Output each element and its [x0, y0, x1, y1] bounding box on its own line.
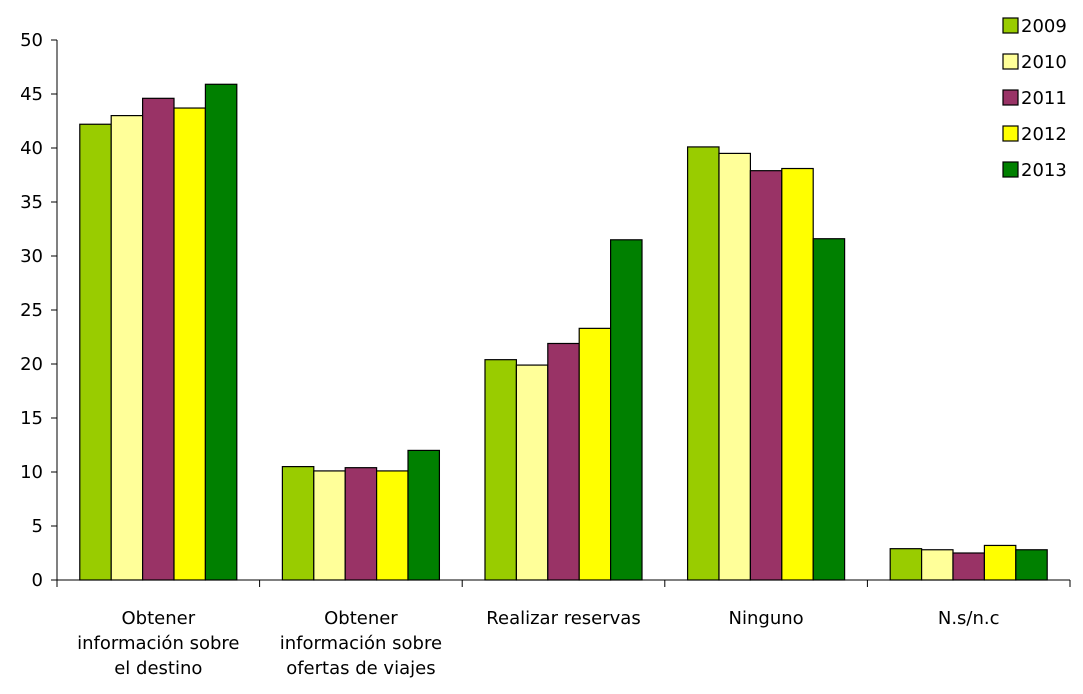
- x-tick-label-line: Ninguno: [729, 608, 804, 629]
- x-tick-label: N.s/n.c: [938, 608, 1000, 629]
- x-tick-label: Obtener información sobre ofertas de viaje…: [280, 608, 442, 679]
- bar-2009-cat-4: [889, 548, 923, 581]
- bar-2010-cat-3: [718, 152, 751, 581]
- y-tick-label: 50: [20, 30, 43, 51]
- legend-swatch-2013: [1002, 161, 1019, 178]
- x-tick-label-line: información sobre: [280, 633, 442, 654]
- x-tick-label: Ninguno: [729, 608, 804, 629]
- bar-2011-cat-1: [344, 467, 378, 581]
- x-tick-label-line: información sobre: [77, 633, 239, 654]
- y-tick-label: 15: [20, 408, 43, 429]
- legend-label-2013: 2013: [1021, 160, 1067, 181]
- x-tick-label-line: Obtener: [121, 608, 195, 629]
- x-tick-label-line: ofertas de viajes: [286, 658, 435, 679]
- bar-2011-cat-3: [749, 170, 783, 581]
- bar-2009-cat-3: [686, 146, 720, 581]
- bar-2009-cat-2: [484, 359, 517, 581]
- x-tick-label: Obtener información sobre el destino: [77, 608, 239, 679]
- legend-label-2011: 2011: [1021, 88, 1067, 109]
- y-tick-label: 20: [20, 354, 43, 375]
- bar-2011-cat-0: [141, 97, 175, 581]
- bar-2012-cat-4: [983, 544, 1017, 581]
- x-tick-label-line: Obtener: [324, 608, 398, 629]
- y-tick-label: 10: [20, 462, 43, 483]
- bar-2010-cat-0: [110, 114, 144, 581]
- y-tick-label: 25: [20, 300, 43, 321]
- legend-swatch-2012: [1002, 125, 1019, 142]
- x-tick-labels: Obtener información sobre el destinoObtene…: [77, 608, 999, 679]
- legend-label-2009: 2009: [1021, 16, 1067, 37]
- y-tick-label: 0: [32, 570, 43, 591]
- bar-2009-cat-0: [79, 123, 112, 581]
- bar-2013-cat-2: [610, 239, 643, 581]
- legend-swatch-2009: [1002, 17, 1019, 34]
- y-tick-label: 5: [32, 516, 43, 537]
- bar-2011-cat-2: [547, 342, 580, 581]
- legend-label-2012: 2012: [1021, 124, 1067, 145]
- bars: [79, 83, 1048, 581]
- bar-2012-cat-1: [376, 470, 409, 581]
- x-tick-label-line: Realizar reservas: [486, 608, 640, 629]
- bar-2012-cat-2: [578, 327, 612, 581]
- y-tick-label: 30: [20, 246, 43, 267]
- bar-2012-cat-3: [781, 167, 814, 581]
- y-tick-label: 45: [20, 84, 43, 105]
- bar-2012-cat-0: [173, 107, 207, 581]
- legend-swatch-2011: [1002, 89, 1019, 106]
- y-tick-label: 35: [20, 192, 43, 213]
- legend-label-2010: 2010: [1021, 52, 1067, 73]
- bar-2013-cat-1: [407, 449, 441, 581]
- bar-2010-cat-2: [515, 364, 549, 581]
- bar-2013-cat-3: [812, 238, 846, 581]
- bar-2010-cat-1: [313, 470, 346, 581]
- x-tick-label-line: el destino: [114, 658, 202, 679]
- legend-swatch-2010: [1002, 53, 1019, 70]
- bar-2013-cat-4: [1015, 549, 1048, 581]
- bar-2013-cat-0: [204, 83, 238, 581]
- y-tick-label: 40: [20, 138, 43, 159]
- bar-2009-cat-1: [281, 466, 315, 581]
- legend: 2009 2010 2011 2012 2013: [1002, 16, 1067, 181]
- bar-2010-cat-4: [920, 549, 954, 581]
- x-tick-label: Realizar reservas: [486, 608, 640, 629]
- x-tick-label-line: N.s/n.c: [938, 608, 1000, 629]
- bar-2011-cat-4: [952, 552, 986, 581]
